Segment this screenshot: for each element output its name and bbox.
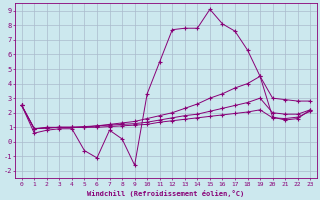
X-axis label: Windchill (Refroidissement éolien,°C): Windchill (Refroidissement éolien,°C) — [87, 190, 244, 197]
